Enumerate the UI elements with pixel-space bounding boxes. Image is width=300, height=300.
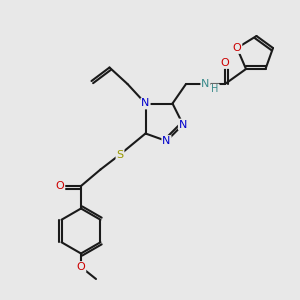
Text: N: N (179, 119, 187, 130)
Text: O: O (232, 43, 242, 53)
Text: N: N (141, 98, 150, 109)
Text: S: S (116, 149, 124, 160)
Text: O: O (56, 181, 64, 191)
Text: N: N (201, 79, 210, 89)
Text: O: O (220, 58, 230, 68)
Text: N: N (162, 136, 171, 146)
Text: O: O (76, 262, 85, 272)
Text: H: H (212, 84, 219, 94)
